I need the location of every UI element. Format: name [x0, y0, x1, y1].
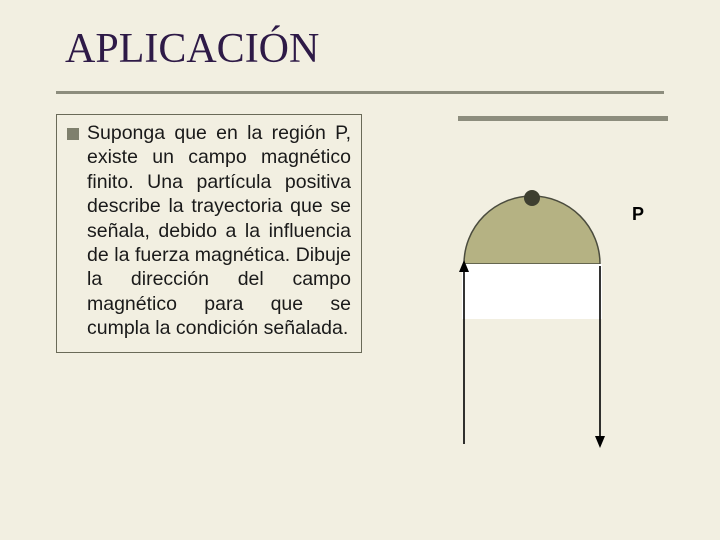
accent-bar [458, 116, 668, 121]
semicircle-region [464, 196, 600, 264]
figure-column: P [362, 114, 664, 353]
text-column: Suponga que en la región P, existe un ca… [56, 114, 362, 353]
particle-dot-icon [524, 190, 540, 206]
content-row: Suponga que en la región P, existe un ca… [0, 94, 720, 353]
title-area: APLICACIÓN [0, 0, 720, 83]
right-arrow-head-icon [595, 436, 605, 448]
white-rect [462, 264, 602, 319]
square-bullet-icon [67, 128, 79, 140]
bullet-item: Suponga que en la región P, existe un ca… [67, 121, 351, 340]
page-title: APLICACIÓN [65, 25, 720, 73]
trajectory-figure: P [422, 154, 662, 319]
body-paragraph: Suponga que en la región P, existe un ca… [87, 121, 351, 340]
label-p: P [632, 204, 644, 225]
figure-svg [422, 154, 662, 454]
